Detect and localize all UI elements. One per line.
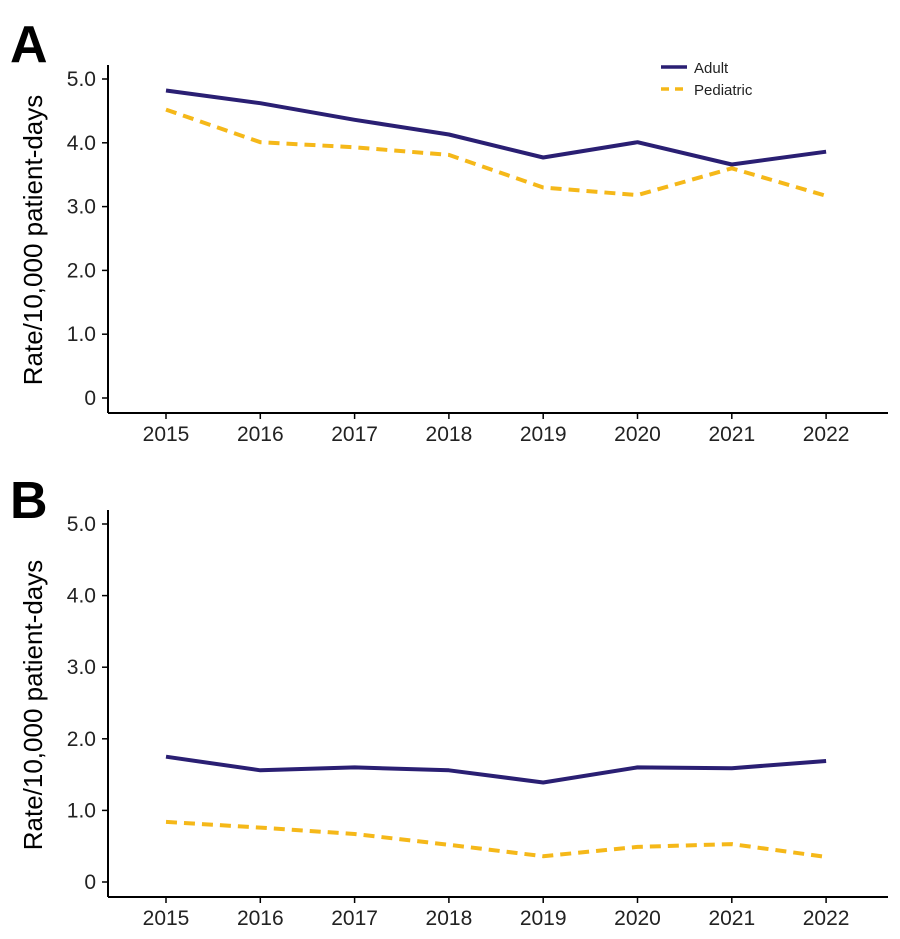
panel-a-y-tick-label: 4.0 — [67, 132, 96, 155]
panel-a-y-tick-label: 1.0 — [67, 323, 96, 346]
panel-b-x-tick-label: 2019 — [520, 907, 567, 930]
panel-b-y-tick-label: 3.0 — [67, 656, 96, 679]
panel-a-y-tick-label: 5.0 — [67, 68, 96, 91]
panel-b-y-tick-label: 0 — [84, 871, 96, 894]
panel-a-y-axis-title: Rate/10,000 patient-days — [18, 95, 48, 386]
panel-a-x-tick-label: 2022 — [803, 423, 850, 446]
panel-b-x-tick-label: 2020 — [614, 907, 661, 930]
panel-a-x-tick-label: 2018 — [426, 423, 473, 446]
panel-a-x-tick-label: 2019 — [520, 423, 567, 446]
panel-b-y-tick-label: 5.0 — [67, 513, 96, 536]
panel-a-letter: A — [10, 16, 48, 74]
panel-a-x-tick-label: 2016 — [237, 423, 284, 446]
panel-b-x-tick-label: 2016 — [237, 907, 284, 930]
panel-a-x-tick-label: 2021 — [708, 423, 755, 446]
panel-b: B Rate/10,000 patient-days 0 1.0 2.0 3.0 4.0… — [10, 472, 888, 930]
panel-b-letter: B — [10, 472, 48, 530]
panel-a-y-tick-label: 0 — [84, 387, 96, 410]
panel-a-legend: Adult Pediatric — [661, 60, 753, 99]
panel-a-series-adult-line — [165, 88, 827, 167]
panel-b-series-pediatric-line — [165, 819, 827, 859]
panel-a-x-tick-label: 2017 — [331, 423, 378, 446]
panel-b-x-tick-label: 2018 — [426, 907, 473, 930]
panel-a-x-tick-label: 2020 — [614, 423, 661, 446]
panel-b-y-axis-title: Rate/10,000 patient-days — [18, 560, 48, 851]
panel-b-y-tick-label: 1.0 — [67, 799, 96, 822]
panel-b-series-adult-line — [165, 754, 827, 785]
panel-b-x-tick-label: 2021 — [708, 907, 755, 930]
panel-b-y-tick-label: 2.0 — [67, 728, 96, 751]
legend-adult-label: Adult — [694, 60, 729, 77]
panel-a-series-pediatric-line — [165, 107, 827, 198]
panel-a-y-tick-label: 2.0 — [67, 259, 96, 282]
panel-b-x-tick-label: 2022 — [803, 907, 850, 930]
legend-pediatric-label: Pediatric — [694, 82, 753, 99]
panel-a: A Rate/10,000 patient-days Adult Pediatr… — [10, 16, 888, 446]
panel-b-y-tick-label: 4.0 — [67, 585, 96, 608]
panel-a-x-tick-label: 2015 — [143, 423, 190, 446]
panel-a-y-tick-label: 3.0 — [67, 196, 96, 219]
panel-b-x-tick-label: 2015 — [143, 907, 190, 930]
panel-b-x-tick-label: 2017 — [331, 907, 378, 930]
